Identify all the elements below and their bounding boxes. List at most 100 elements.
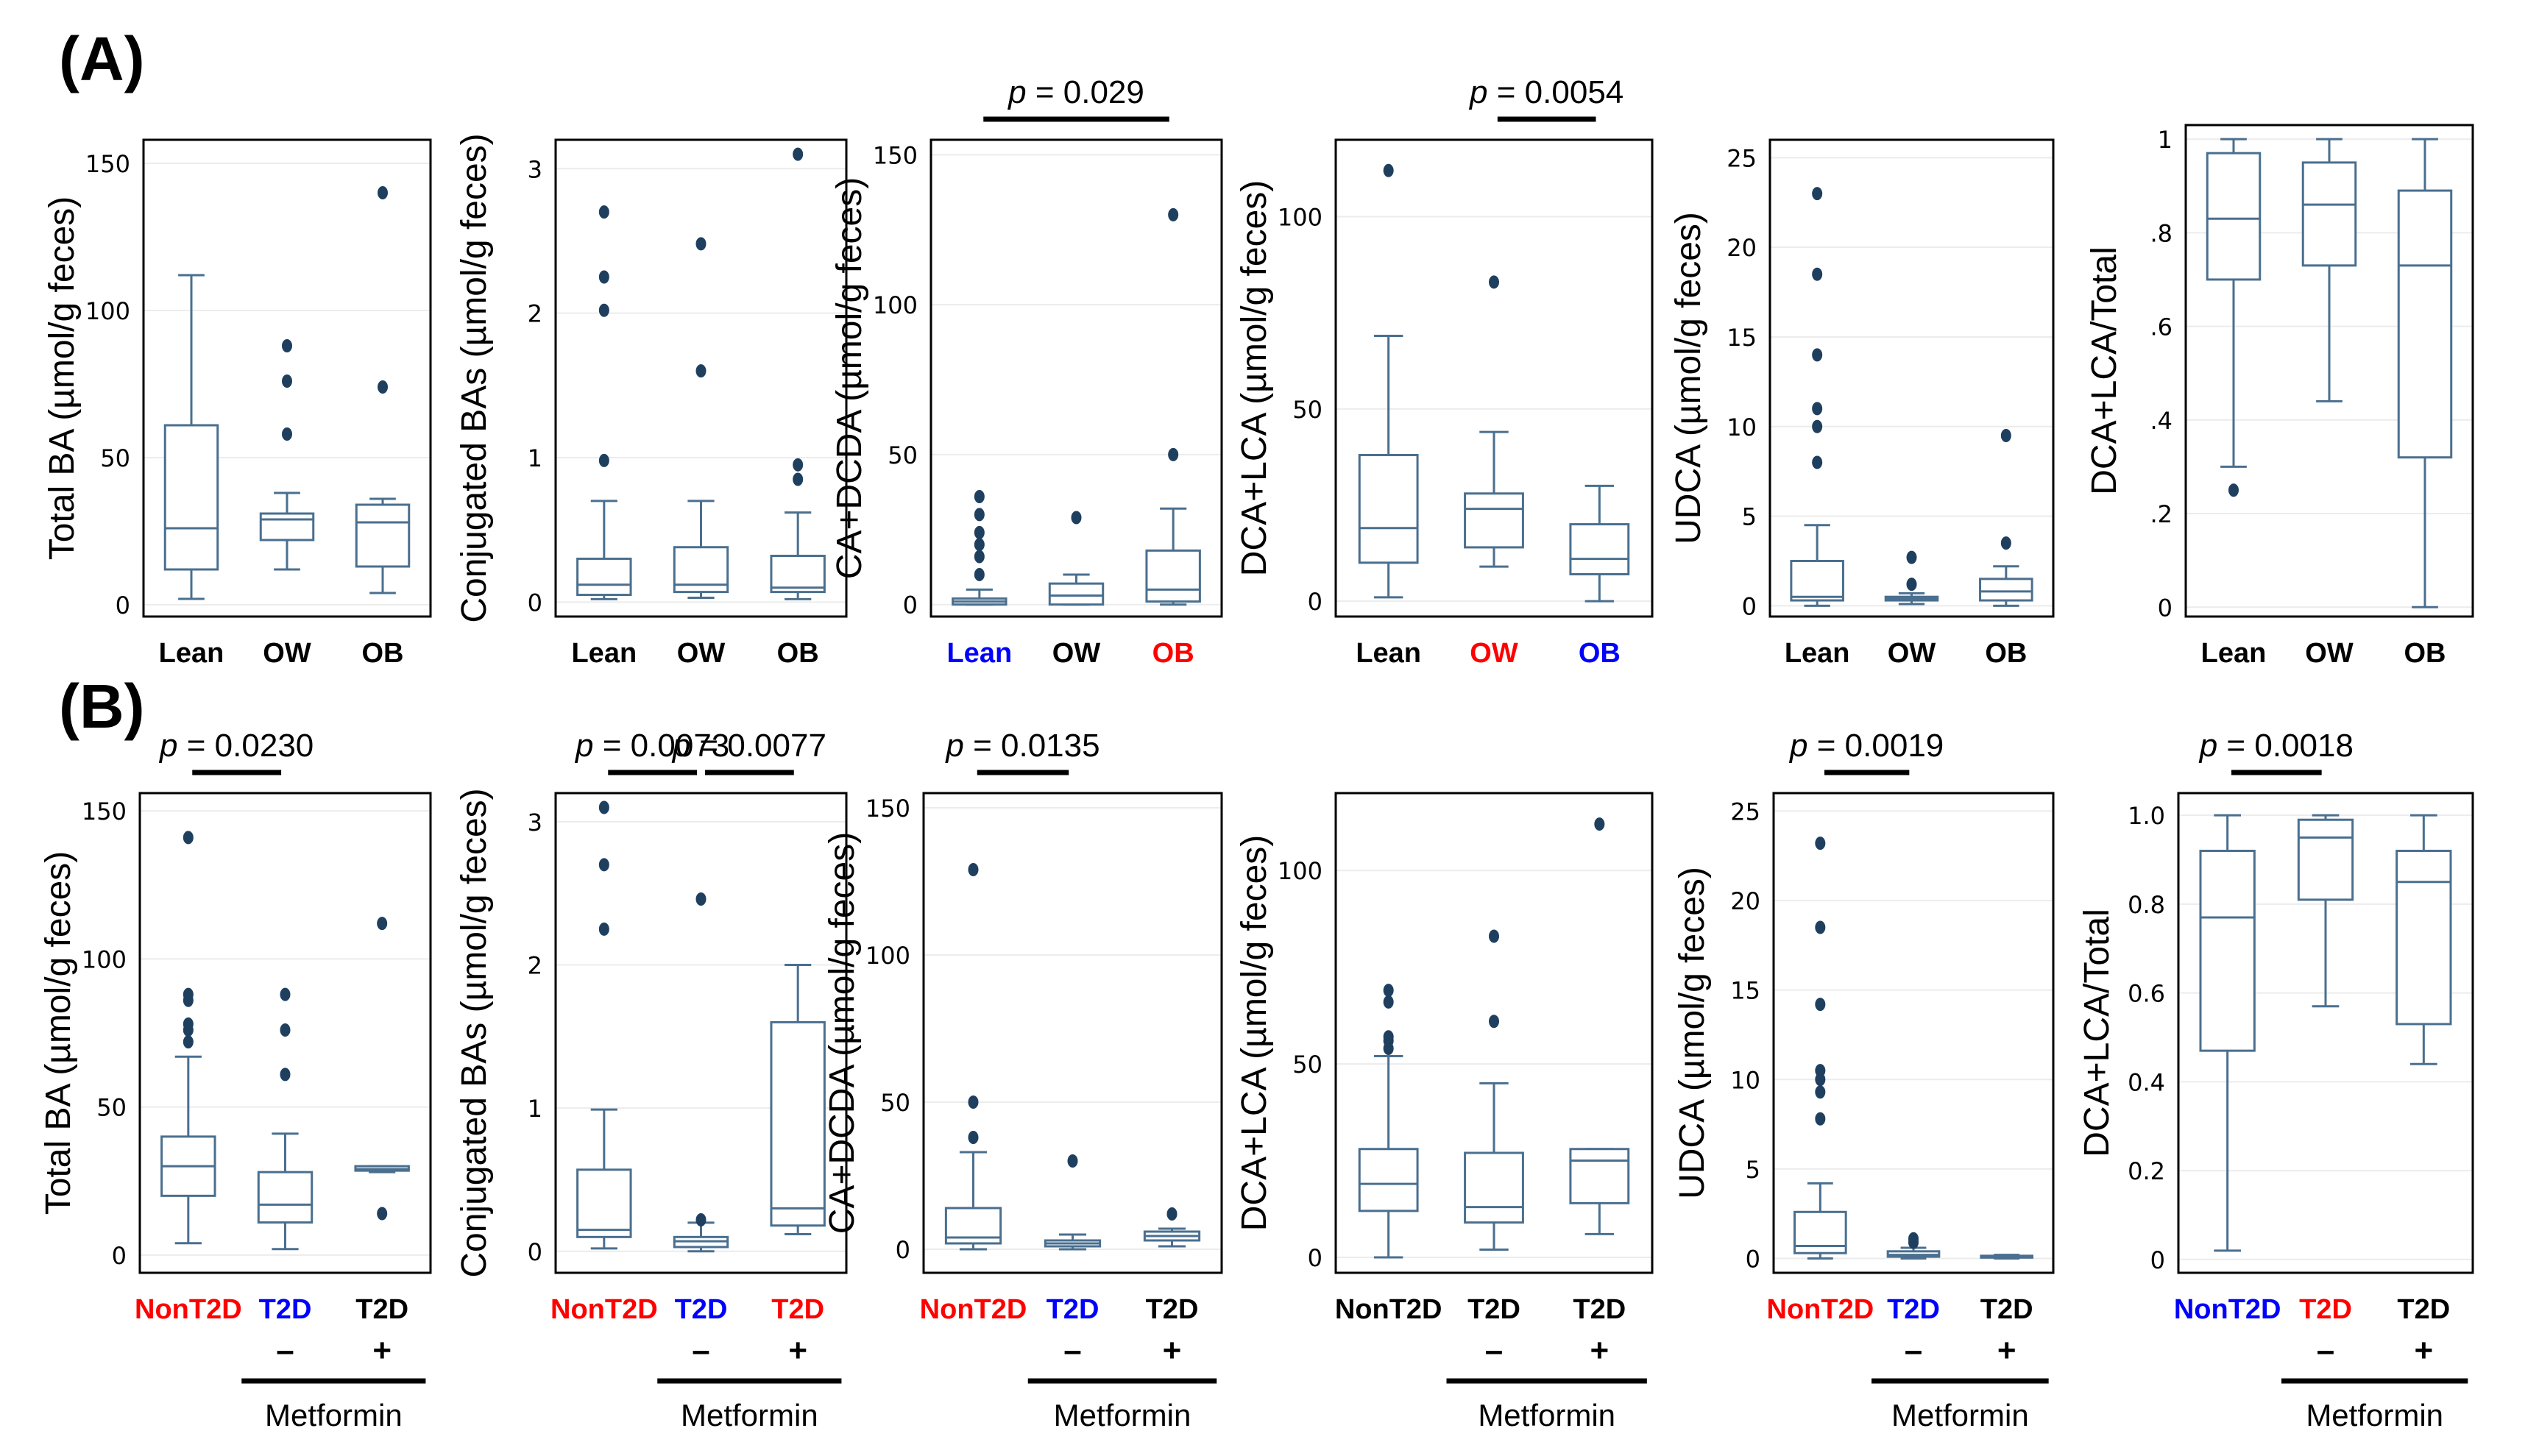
outlier-point xyxy=(183,1017,194,1031)
outlier-point xyxy=(183,987,194,1001)
box-1 xyxy=(1044,1154,1102,1251)
plot-frame xyxy=(2184,124,2474,618)
y-axis-label: CA+DCDA (µmol/g feces) xyxy=(823,832,862,1234)
box-1 xyxy=(1048,511,1105,606)
category-label: OW xyxy=(263,638,311,669)
plot-frame xyxy=(1334,138,1654,618)
y-axis-label: Total BA (µmol/g feces) xyxy=(43,196,82,561)
metformin-sign: – xyxy=(2317,1332,2334,1368)
outlier-point xyxy=(1812,402,1823,416)
y-tick-label: 50 xyxy=(1292,1051,1322,1079)
category-label: T2D xyxy=(1047,1294,1099,1325)
y-tick-label: 0 xyxy=(112,1242,127,1270)
metformin-label: Metformin xyxy=(681,1398,818,1432)
box-1 xyxy=(259,339,315,571)
outlier-point xyxy=(1594,817,1605,831)
category-label: OB xyxy=(1152,638,1194,669)
y-tick-label: 3 xyxy=(528,809,542,837)
plot-frame xyxy=(554,792,848,1274)
p-value-label: p = 0.0230 xyxy=(158,728,314,764)
box-iqr xyxy=(257,1171,314,1224)
box-0 xyxy=(1790,187,1844,607)
box-1 xyxy=(2297,814,2354,1008)
p-value: = 0.0230 xyxy=(178,728,314,764)
outlier-point xyxy=(1812,419,1823,433)
chart-b6: 0 0.2 0.4 0.6 0.8 1.0 DCA+LCA/Total NonT2D T2D – T… xyxy=(2078,728,2474,1432)
category-label: T2D xyxy=(1467,1294,1520,1325)
y-tick-label: 0.2 xyxy=(2128,1157,2165,1185)
category-label: OB xyxy=(1985,638,2027,669)
y-tick-label: 10 xyxy=(1730,1066,1760,1094)
outlier-point xyxy=(183,1035,194,1049)
p-value-label: p = 0.0018 xyxy=(2198,728,2354,764)
y-tick-label: 2 xyxy=(528,300,542,328)
outlier-point xyxy=(974,538,985,552)
y-tick-label: 1 xyxy=(2158,126,2173,154)
y-tick-label: 1 xyxy=(528,444,542,472)
outlier-point xyxy=(974,508,985,522)
y-tick-label: 5 xyxy=(1742,503,1757,531)
box-2 xyxy=(770,147,826,600)
outlier-point xyxy=(968,1095,979,1109)
y-tick-label: 0 xyxy=(1308,1244,1322,1272)
p-symbol: p xyxy=(1788,728,1807,764)
outlier-point xyxy=(280,1068,291,1082)
chart-b5: 0 5 10 15 20 25 UDCA (µmol/g feces) NonT2D T2D – T… xyxy=(1673,728,2055,1432)
category-label: NonT2D xyxy=(135,1294,242,1325)
outlier-point xyxy=(2000,536,2011,550)
outlier-point xyxy=(598,800,609,814)
outlier-point xyxy=(968,863,979,876)
box-iqr xyxy=(1464,1151,1524,1224)
box-iqr xyxy=(1145,549,1201,603)
y-tick-label: 0 xyxy=(528,1238,542,1266)
outlier-point xyxy=(282,339,292,352)
p-value-label: p = 0.029 xyxy=(1007,74,1144,110)
box-iqr xyxy=(355,503,411,568)
y-tick-label: 100 xyxy=(1278,204,1322,232)
metformin-sign: – xyxy=(1905,1332,1922,1368)
plot-frame xyxy=(142,138,432,618)
outlier-point xyxy=(1168,207,1179,221)
metformin-sign: – xyxy=(276,1332,294,1368)
outlier-point xyxy=(378,380,388,394)
y-tick-label: 0 xyxy=(1746,1246,1760,1274)
outlier-point xyxy=(1383,995,1394,1009)
box-iqr xyxy=(1358,1148,1419,1212)
box-2 xyxy=(1145,207,1201,606)
category-label: Lean xyxy=(159,638,224,669)
category-label: Lean xyxy=(946,638,1012,669)
outlier-point xyxy=(1168,447,1179,461)
y-tick-label: 100 xyxy=(85,297,130,325)
p-value-label: p = 0.0054 xyxy=(1468,74,1623,110)
box-1 xyxy=(1464,929,1524,1251)
y-axis-label: Total BA (µmol/g feces) xyxy=(39,851,78,1215)
chart-a2: 0 1 2 3 Conjugated BAs (µmol/g feces) Lean OW O… xyxy=(455,133,848,669)
box-iqr xyxy=(2206,152,2262,281)
plot-frame xyxy=(929,138,1223,618)
box-iqr xyxy=(1358,454,1419,564)
outlier-point xyxy=(1489,1015,1499,1029)
outlier-point xyxy=(1815,920,1826,934)
outlier-point xyxy=(2228,483,2239,497)
category-label: OB xyxy=(2404,638,2446,669)
category-label: Lean xyxy=(2201,638,2267,669)
y-tick-label: .6 xyxy=(2150,313,2173,341)
plot-frame xyxy=(554,138,848,618)
category-label: T2D xyxy=(1980,1294,2033,1325)
p-value-label: p = 0.0077 xyxy=(671,728,826,764)
y-tick-label: 25 xyxy=(1730,798,1760,825)
box-1 xyxy=(1464,275,1524,568)
panel-a-label: (A) xyxy=(59,24,145,93)
y-tick-label: 10 xyxy=(1727,413,1757,441)
y-axis-label: DCA+LCA (µmol/g feces) xyxy=(1235,835,1274,1232)
outlier-point xyxy=(1815,1085,1826,1099)
box-iqr xyxy=(163,424,219,571)
outlier-point xyxy=(598,453,609,467)
y-tick-label: .4 xyxy=(2150,407,2173,435)
y-tick-label: 150 xyxy=(82,798,127,825)
y-tick-label: 50 xyxy=(888,441,918,469)
outlier-point xyxy=(598,270,609,284)
